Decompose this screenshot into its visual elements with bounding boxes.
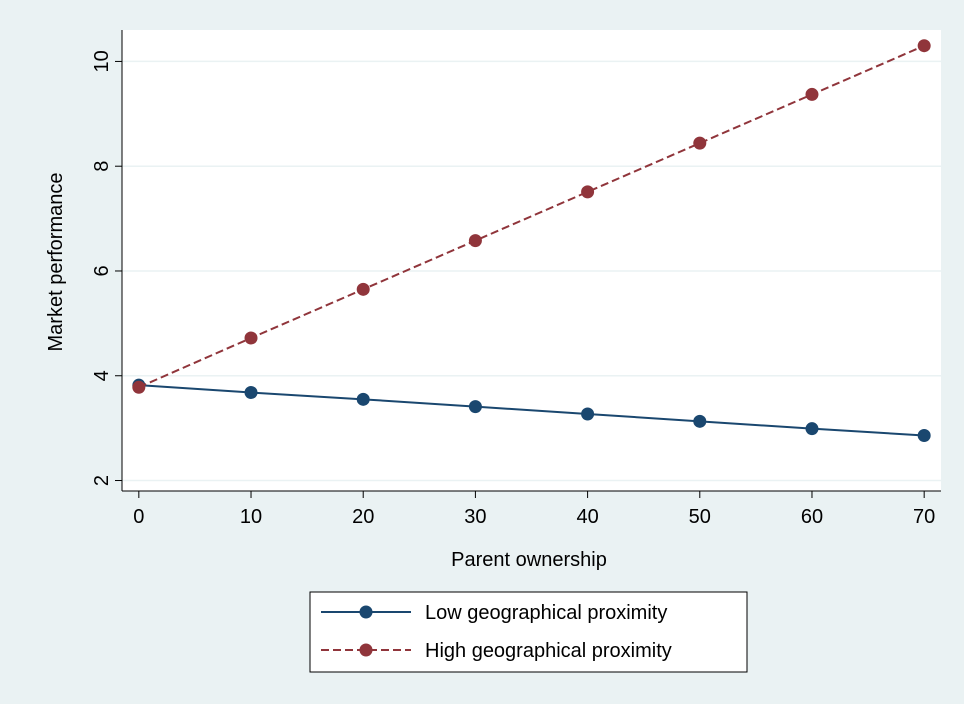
data-point <box>917 428 931 442</box>
y-tick-label: 2 <box>91 475 113 486</box>
x-tick-label: 50 <box>689 506 711 528</box>
x-tick-label: 40 <box>576 506 598 528</box>
legend-marker-high <box>359 643 373 657</box>
x-axis-title: Parent ownership <box>451 549 607 571</box>
legend: Low geographical proximity High geograph… <box>309 591 748 673</box>
x-tick-label: 30 <box>464 506 486 528</box>
data-point <box>132 380 146 394</box>
y-tick-label: 4 <box>91 370 113 381</box>
x-tick-label: 60 <box>801 506 823 528</box>
y-tick-label: 10 <box>91 50 113 72</box>
data-point <box>356 282 370 296</box>
data-point <box>468 234 482 248</box>
gridlines <box>122 60 941 482</box>
data-point <box>693 414 707 428</box>
data-point <box>244 331 258 345</box>
data-point <box>468 400 482 414</box>
data-point <box>917 39 931 53</box>
x-tick-label: 10 <box>240 506 262 528</box>
x-tick-label: 0 <box>133 506 144 528</box>
legend-box <box>309 591 748 673</box>
data-point <box>356 392 370 406</box>
legend-label-high: High geographical proximity <box>425 640 672 662</box>
data-point <box>693 136 707 150</box>
series-line <box>138 44 925 389</box>
data-point <box>805 422 819 436</box>
plot-area <box>122 30 941 491</box>
legend-marker-low <box>359 605 373 619</box>
legend-label-low: Low geographical proximity <box>425 602 667 624</box>
data-point <box>581 407 595 421</box>
series-line <box>138 384 925 437</box>
series-layer <box>132 39 931 442</box>
data-point <box>244 386 258 400</box>
data-point <box>581 185 595 199</box>
y-axis-title: Market performance <box>45 173 67 352</box>
axes: 2 4 6 8 10 0 10 20 30 40 50 60 70 <box>91 30 941 528</box>
x-tick-label: 70 <box>913 506 935 528</box>
data-point <box>805 87 819 101</box>
y-tick-label: 8 <box>91 161 113 172</box>
x-tick-label: 20 <box>352 506 374 528</box>
series-high <box>132 39 931 394</box>
y-tick-label: 6 <box>91 265 113 276</box>
series-low <box>132 378 931 442</box>
